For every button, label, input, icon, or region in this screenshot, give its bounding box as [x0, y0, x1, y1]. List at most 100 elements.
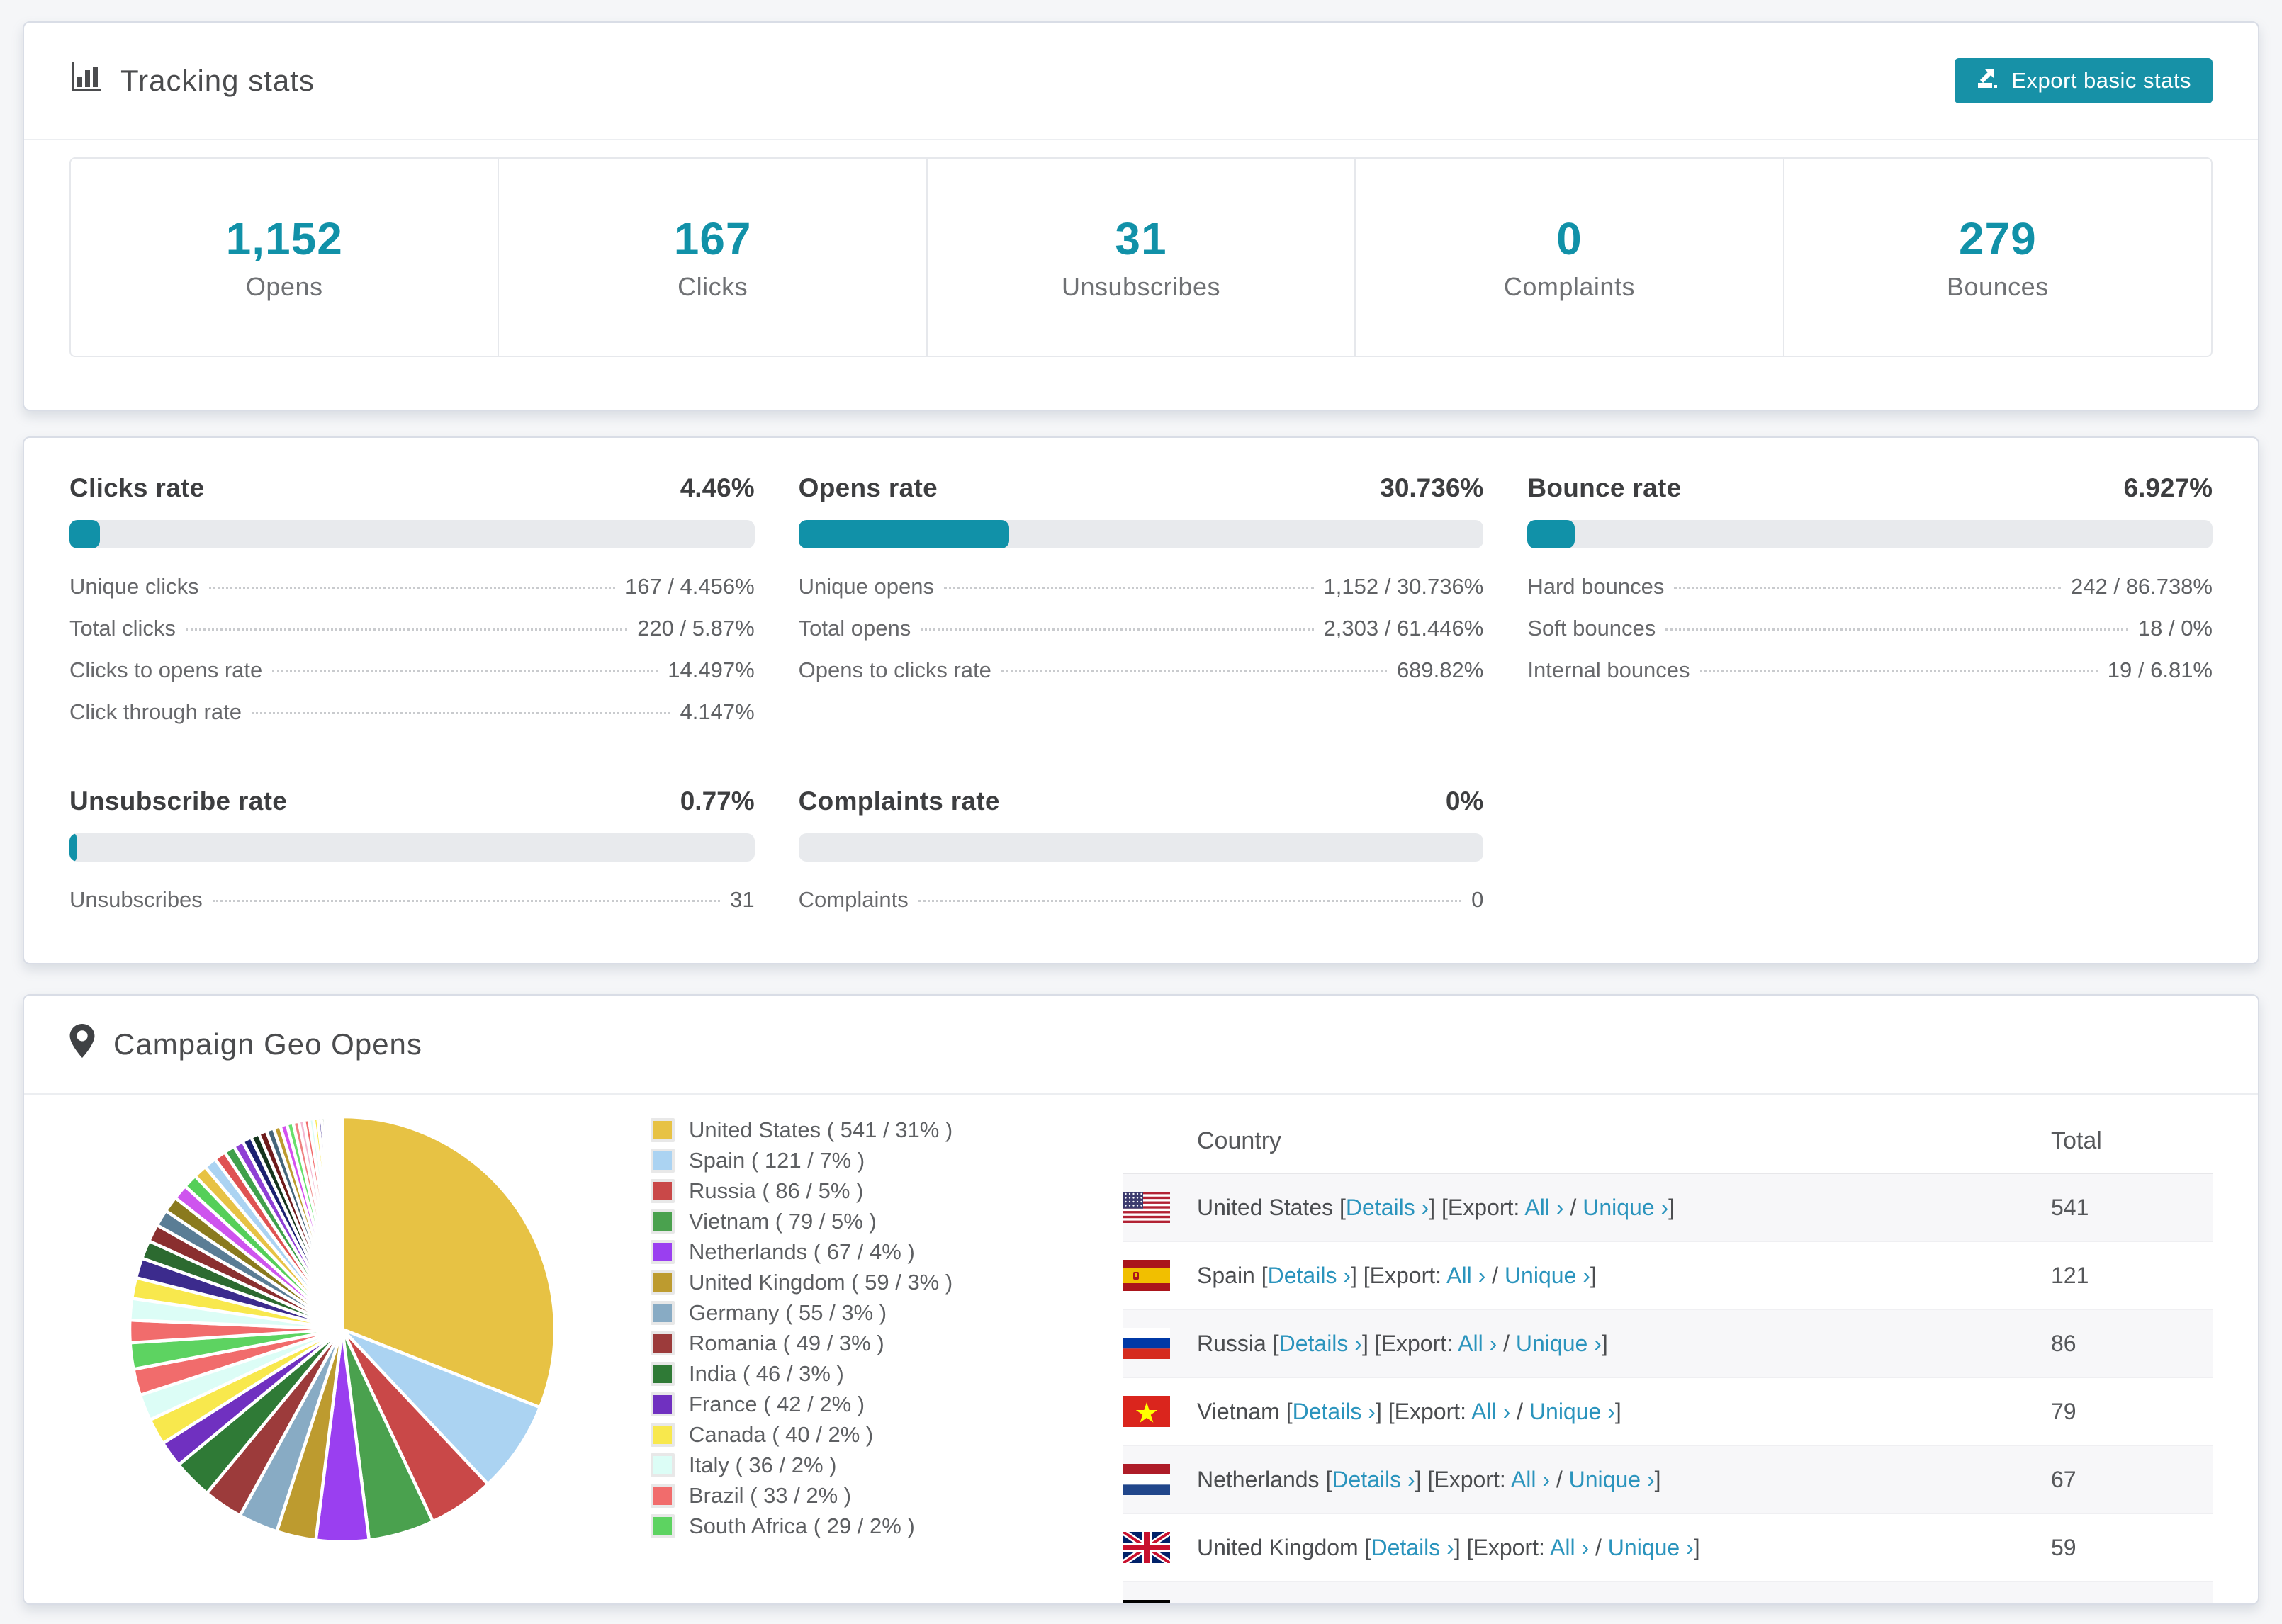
country-flag-icon — [1123, 1532, 1170, 1563]
stat-value: 279 — [1958, 213, 2037, 264]
legend-item[interactable]: Romania ( 49 / 3% ) — [651, 1328, 973, 1358]
country-cell: Russia [Details ›] [Export: All › / Uniq… — [1197, 1330, 1608, 1356]
clicks-rate-section: Clicks rate 4.46% Unique clicks 167 / 4.… — [69, 473, 755, 741]
details-link[interactable]: Details › — [1345, 1194, 1429, 1220]
country-flag-icon — [1123, 1192, 1170, 1223]
stat-value: 167 — [673, 213, 752, 264]
opens-rate-progressbar — [798, 520, 1484, 548]
dotted-leader — [918, 900, 1462, 902]
rate-detail-row: Unique opens 1,152 / 30.736% — [798, 574, 1484, 599]
details-link[interactable]: Details › — [1371, 1534, 1454, 1560]
geo-opens-title: Campaign Geo Opens — [69, 1024, 422, 1065]
tracking-stats-card: Tracking stats Export basic stats 1,15 — [23, 21, 2259, 411]
section-title: Campaign Geo Opens — [113, 1027, 422, 1061]
country-flag-icon — [1123, 1260, 1170, 1291]
export-all-link[interactable]: All › — [1458, 1330, 1497, 1356]
geo-table-body: United States [Details ›] [Export: All ›… — [1123, 1174, 2213, 1604]
dotted-leader — [251, 712, 670, 714]
country-cell: United Kingdom [Details ›] [Export: All … — [1197, 1534, 1700, 1560]
export-unique-link[interactable]: Unique › — [1583, 1194, 1669, 1220]
legend-label: Canada ( 40 / 2% ) — [689, 1421, 874, 1447]
rate-value: 4.46% — [680, 473, 755, 502]
legend-item[interactable]: France ( 42 / 2% ) — [651, 1389, 973, 1419]
export-unique-link[interactable]: Unique › — [1515, 1330, 1602, 1356]
total-cell: 67 — [2051, 1466, 2076, 1492]
legend-item[interactable]: Spain ( 121 / 7% ) — [651, 1145, 973, 1175]
legend-swatch — [651, 1117, 675, 1142]
export-all-link[interactable]: All › — [1446, 1262, 1486, 1288]
export-all-link[interactable]: All › — [1471, 1398, 1511, 1424]
legend-item[interactable]: South Africa ( 29 / 2% ) — [651, 1511, 973, 1541]
country-flag-icon — [1123, 1464, 1170, 1495]
column-header-total: Total — [2051, 1127, 2102, 1154]
legend-swatch — [651, 1392, 675, 1416]
stat-value: 1,152 — [225, 213, 343, 264]
legend-item[interactable]: Italy ( 36 / 2% ) — [651, 1450, 973, 1480]
legend-swatch — [651, 1148, 675, 1173]
export-all-link[interactable]: All › — [1510, 1466, 1550, 1492]
legend-item[interactable]: United States ( 541 / 31% ) — [651, 1115, 973, 1145]
details-link[interactable]: Details › — [1332, 1466, 1415, 1492]
legend-item[interactable]: Russia ( 86 / 5% ) — [651, 1175, 973, 1206]
rate-detail-row: Total clicks 220 / 5.87% — [69, 616, 755, 641]
page-title: Tracking stats — [120, 64, 315, 97]
total-cell: 79 — [2051, 1398, 2076, 1424]
rate-detail-row: Hard bounces 242 / 86.738% — [1527, 574, 2213, 599]
legend-label: France ( 42 / 2% ) — [689, 1391, 865, 1416]
pie-slice[interactable] — [340, 1115, 557, 1410]
legend-swatch — [651, 1513, 675, 1538]
export-unique-link[interactable]: Unique › — [1540, 1603, 1626, 1604]
country-cell: United States [Details ›] [Export: All ›… — [1197, 1194, 1675, 1220]
legend-item[interactable]: United Kingdom ( 59 / 3% ) — [651, 1267, 973, 1297]
export-all-link[interactable]: All › — [1550, 1534, 1590, 1560]
stat-box: 167 Clicks — [499, 159, 928, 356]
export-all-link[interactable]: All › — [1524, 1194, 1564, 1220]
rate-detail-row: Opens to clicks rate 689.82% — [798, 658, 1484, 682]
tracking-stats-title: Tracking stats — [69, 61, 315, 101]
rate-title: Bounce rate — [1527, 473, 1682, 502]
legend-swatch — [651, 1483, 675, 1508]
export-unique-link[interactable]: Unique › — [1504, 1262, 1590, 1288]
legend-item[interactable]: India ( 46 / 3% ) — [651, 1358, 973, 1389]
stat-label: Clicks — [678, 272, 748, 301]
legend-item[interactable]: Vietnam ( 79 / 5% ) — [651, 1206, 973, 1236]
rate-detail-row: Total opens 2,303 / 61.446% — [798, 616, 1484, 641]
table-row: Germany [Details ›] [Export: All › / Uni… — [1123, 1582, 2213, 1604]
legend-label: Spain ( 121 / 7% ) — [689, 1147, 865, 1173]
dotted-leader — [1665, 628, 2128, 631]
legend-item[interactable]: Canada ( 40 / 2% ) — [651, 1419, 973, 1450]
export-unique-link[interactable]: Unique › — [1607, 1534, 1694, 1560]
export-unique-link[interactable]: Unique › — [1529, 1398, 1615, 1424]
stat-box: 0 Complaints — [1356, 159, 1784, 356]
details-link[interactable]: Details › — [1278, 1330, 1362, 1356]
dotted-leader — [1699, 670, 2098, 672]
details-link[interactable]: Details › — [1267, 1262, 1351, 1288]
stat-value: 31 — [1115, 213, 1167, 264]
rate-value: 0% — [1445, 786, 1484, 816]
geo-table-header: Country Total — [1123, 1109, 2213, 1174]
rate-detail-row: Internal bounces 19 / 6.81% — [1527, 658, 2213, 682]
details-link[interactable]: Details › — [1303, 1603, 1386, 1604]
geo-opens-header: Campaign Geo Opens — [24, 996, 2258, 1095]
legend-item[interactable]: Netherlands ( 67 / 4% ) — [651, 1236, 973, 1267]
export-unique-link[interactable]: Unique › — [1568, 1466, 1655, 1492]
legend-item[interactable]: Germany ( 55 / 3% ) — [651, 1297, 973, 1328]
legend-label: Brazil ( 33 / 2% ) — [689, 1482, 852, 1508]
bounce-rate-section: Bounce rate 6.927% Hard bounces 242 / 86… — [1527, 473, 2213, 741]
details-link[interactable]: Details › — [1292, 1398, 1376, 1424]
legend-swatch — [651, 1422, 675, 1447]
export-all-link[interactable]: All › — [1482, 1603, 1521, 1604]
rates-card: Clicks rate 4.46% Unique clicks 167 / 4.… — [23, 436, 2259, 964]
unsubscribe-rate-section: Unsubscribe rate 0.77% Unsubscribes 31 — [69, 786, 755, 929]
country-flag-icon — [1123, 1396, 1170, 1427]
pie-slice[interactable] — [341, 1327, 542, 1487]
legend-item[interactable]: Brazil ( 33 / 2% ) — [651, 1480, 973, 1511]
legend-swatch — [651, 1178, 675, 1203]
country-cell: Germany [Details ›] [Export: All › / Uni… — [1170, 1603, 2051, 1604]
country-cell: Vietnam [Details ›] [Export: All › / Uni… — [1197, 1398, 1621, 1424]
export-basic-stats-button[interactable]: Export basic stats — [1955, 58, 2213, 103]
clicks-rate-progressbar — [69, 520, 755, 548]
country-flag-icon — [1123, 1328, 1170, 1359]
total-cell: 59 — [2051, 1534, 2076, 1560]
table-row: Russia [Details ›] [Export: All › / Uniq… — [1123, 1310, 2213, 1378]
